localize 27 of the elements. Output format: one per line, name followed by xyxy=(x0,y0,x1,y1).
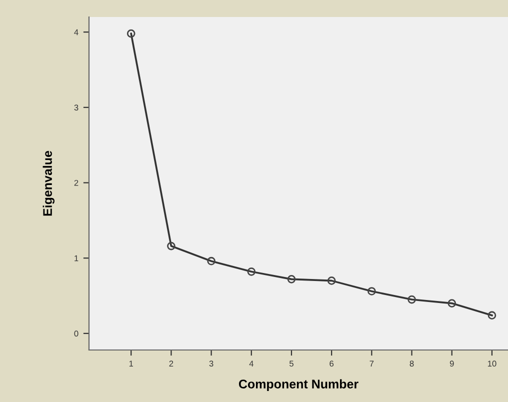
y-tick-label: 4 xyxy=(74,29,78,36)
point xyxy=(247,267,256,276)
point xyxy=(126,29,136,38)
y-tick-label: 3 xyxy=(74,104,78,111)
x-tick-label: 4 xyxy=(249,360,254,366)
x-tick-label: 10 xyxy=(488,360,496,367)
x-tick-label: 5 xyxy=(290,360,294,367)
x-tick-label: 2 xyxy=(169,360,174,366)
x-tick-label: 7 xyxy=(370,360,374,366)
point xyxy=(287,275,296,284)
y-tick-label: 1 xyxy=(74,255,78,262)
x-tick-label: 8 xyxy=(410,360,414,367)
y-tick-label: 2 xyxy=(74,180,78,186)
x-axis-title: Component Number xyxy=(238,379,358,391)
y-tick-label: 0 xyxy=(74,330,78,337)
x-tick-label: 3 xyxy=(209,360,214,367)
point xyxy=(368,287,376,296)
point xyxy=(488,311,496,320)
point xyxy=(327,276,336,285)
x-tick-label: 1 xyxy=(129,360,134,366)
point xyxy=(408,295,416,304)
y-axis-title: Eigenvalue xyxy=(42,150,55,216)
point xyxy=(448,299,456,308)
point xyxy=(167,242,176,250)
x-tick-label: 6 xyxy=(330,360,334,367)
x-tick-label: 9 xyxy=(450,360,454,367)
point xyxy=(207,256,216,266)
